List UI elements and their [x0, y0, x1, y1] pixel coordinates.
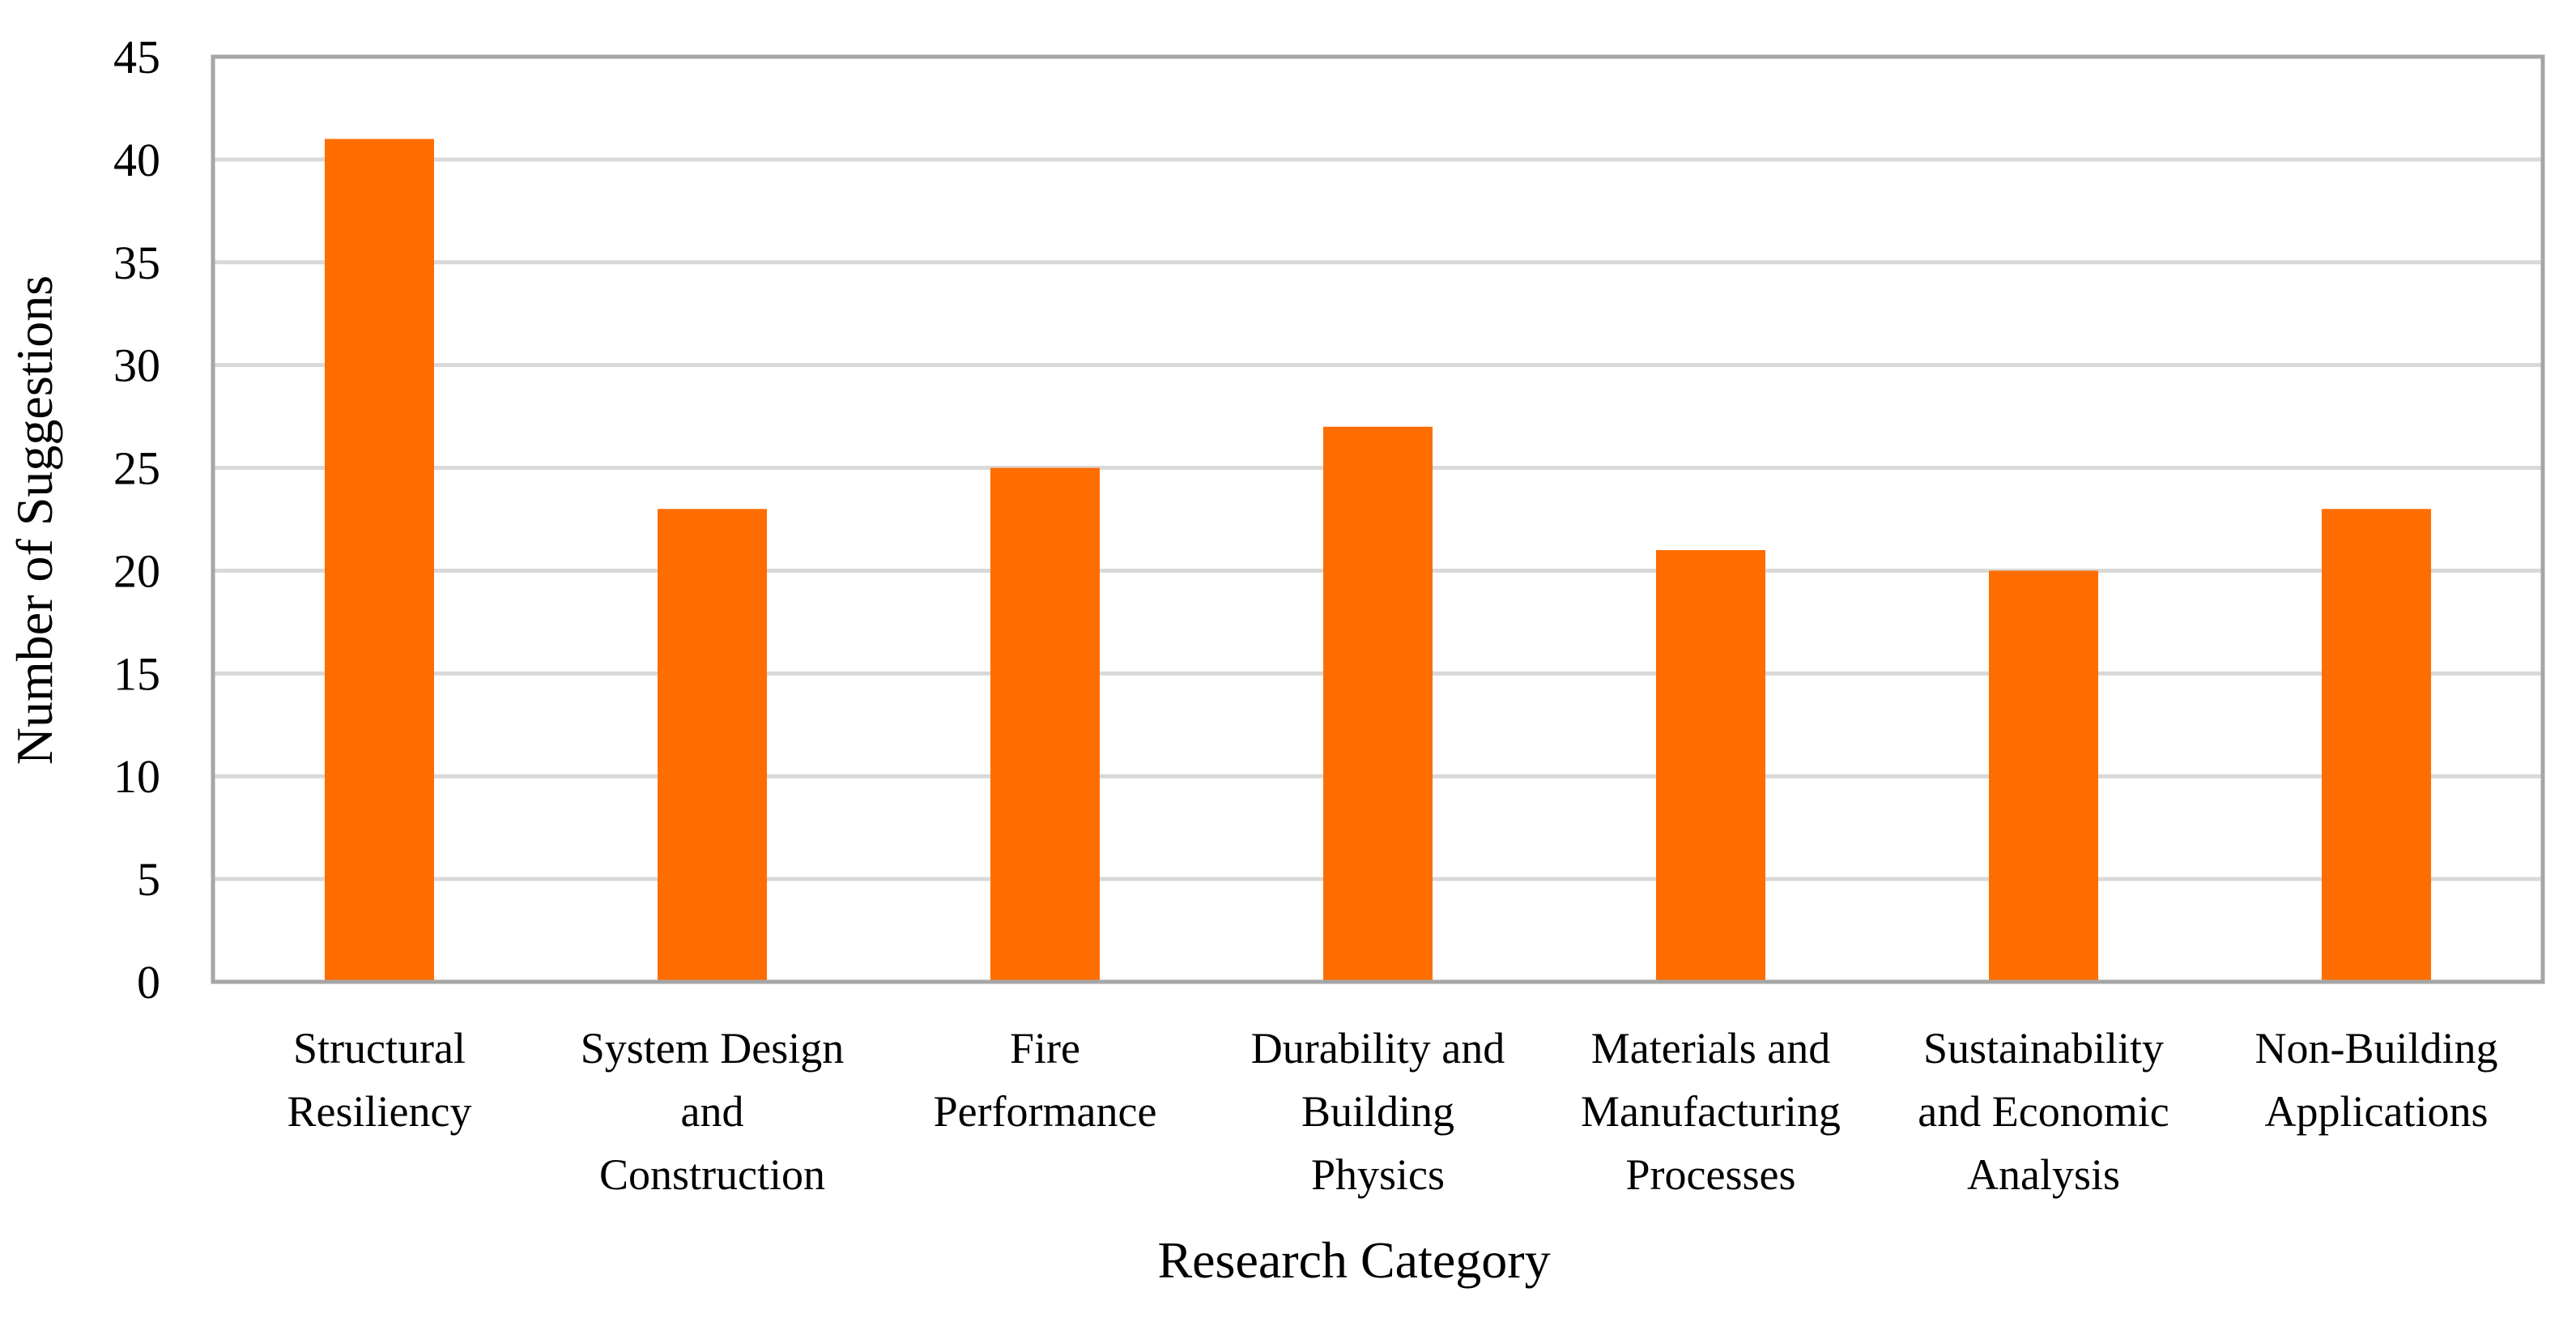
y-tick-label: 5	[137, 853, 160, 906]
x-category-label-line: Structural	[293, 1024, 466, 1073]
bar	[1989, 570, 2098, 982]
x-category-label: System Design and Construction	[581, 1024, 845, 1199]
y-axis-ticks: 0 5 10 15 20 25 30 35 40 45	[113, 31, 160, 1009]
y-tick-label: 0	[137, 956, 160, 1009]
x-category-label-line: Sustainability	[1923, 1024, 2164, 1073]
x-category-label-line: Physics	[1311, 1150, 1445, 1199]
x-category-label-line: Materials and	[1591, 1024, 1830, 1073]
x-category-label: Fire Performance	[934, 1024, 1157, 1136]
bar	[1323, 426, 1433, 982]
x-category-label-line: and Economic	[1918, 1087, 2169, 1136]
y-axis-title: Number of Suggestions	[6, 275, 63, 765]
x-category-label: Durability and Building Physics	[1251, 1024, 1505, 1199]
y-tick-label: 25	[113, 442, 160, 495]
y-tick-label: 10	[113, 750, 160, 803]
x-category-label-line: Building	[1301, 1087, 1454, 1136]
x-axis-title: Research Category	[1157, 1231, 1550, 1289]
bar	[658, 509, 767, 982]
y-tick-label: 15	[113, 647, 160, 700]
y-tick-label: 45	[113, 31, 160, 83]
bar	[2322, 509, 2431, 982]
bar	[990, 467, 1100, 982]
bar	[325, 139, 434, 982]
x-category-label-line: Fire	[1010, 1024, 1080, 1073]
x-category-label-line: Processes	[1626, 1150, 1796, 1199]
x-category-label: Materials and Manufacturing Processes	[1581, 1024, 1841, 1199]
y-tick-label: 30	[113, 339, 160, 392]
x-category-label: Non-Building Applications	[2255, 1024, 2497, 1136]
x-category-label-line: Resiliency	[287, 1087, 472, 1136]
x-category-label-line: Applications	[2265, 1087, 2489, 1136]
bars	[325, 139, 2431, 982]
x-category-label-line: System Design	[581, 1024, 845, 1073]
y-tick-label: 20	[113, 544, 160, 597]
x-category-label-line: Performance	[934, 1087, 1157, 1136]
x-category-label-line: Analysis	[1967, 1150, 2120, 1199]
x-category-label-line: and	[681, 1087, 744, 1136]
plot-frame	[211, 54, 2545, 984]
y-tick-label: 35	[113, 237, 160, 289]
y-tick-label: 40	[113, 134, 160, 186]
x-axis-categories: Structural Resiliency System Design and Cons…	[287, 1024, 2498, 1199]
x-category-label: Sustainability and Economic Analysis	[1918, 1024, 2169, 1199]
x-category-label-line: Manufacturing	[1581, 1087, 1841, 1136]
x-category-label: Structural Resiliency	[287, 1024, 472, 1136]
x-category-label-line: Durability and	[1251, 1024, 1505, 1073]
x-category-label-line: Construction	[599, 1150, 825, 1199]
bar	[1656, 550, 1765, 982]
x-category-label-line: Non-Building	[2255, 1024, 2497, 1073]
